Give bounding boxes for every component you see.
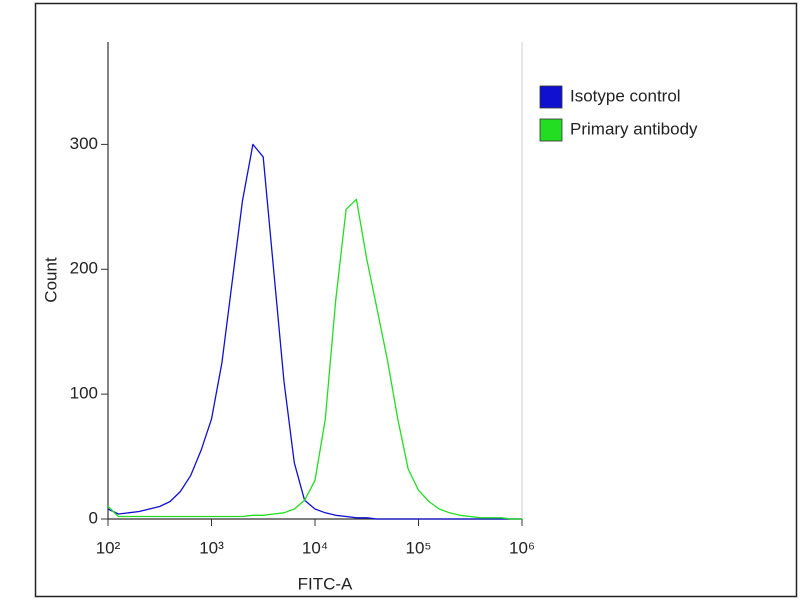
x-axis-label: FITC-A <box>298 574 353 593</box>
y-tick-label: 0 <box>89 508 98 527</box>
legend-label: Isotype control <box>570 86 681 105</box>
x-tick-label: 10² <box>96 538 121 557</box>
x-tick-label: 10⁶ <box>509 538 535 557</box>
frame <box>34 2 798 598</box>
series-line <box>107 198 522 520</box>
legend-swatch <box>539 85 563 109</box>
y-tick-label: 200 <box>70 259 98 278</box>
y-tick-label: 100 <box>70 384 98 403</box>
x-tick-label: 10⁵ <box>406 538 432 557</box>
x-tick-label: 10³ <box>199 538 224 557</box>
y-axis-label: Count <box>41 257 60 303</box>
legend-label: Primary antibody <box>570 119 698 138</box>
y-tick-label: 300 <box>70 134 98 153</box>
x-tick-label: 10⁴ <box>302 538 328 557</box>
legend-swatch <box>539 118 563 142</box>
series-line <box>107 143 522 520</box>
